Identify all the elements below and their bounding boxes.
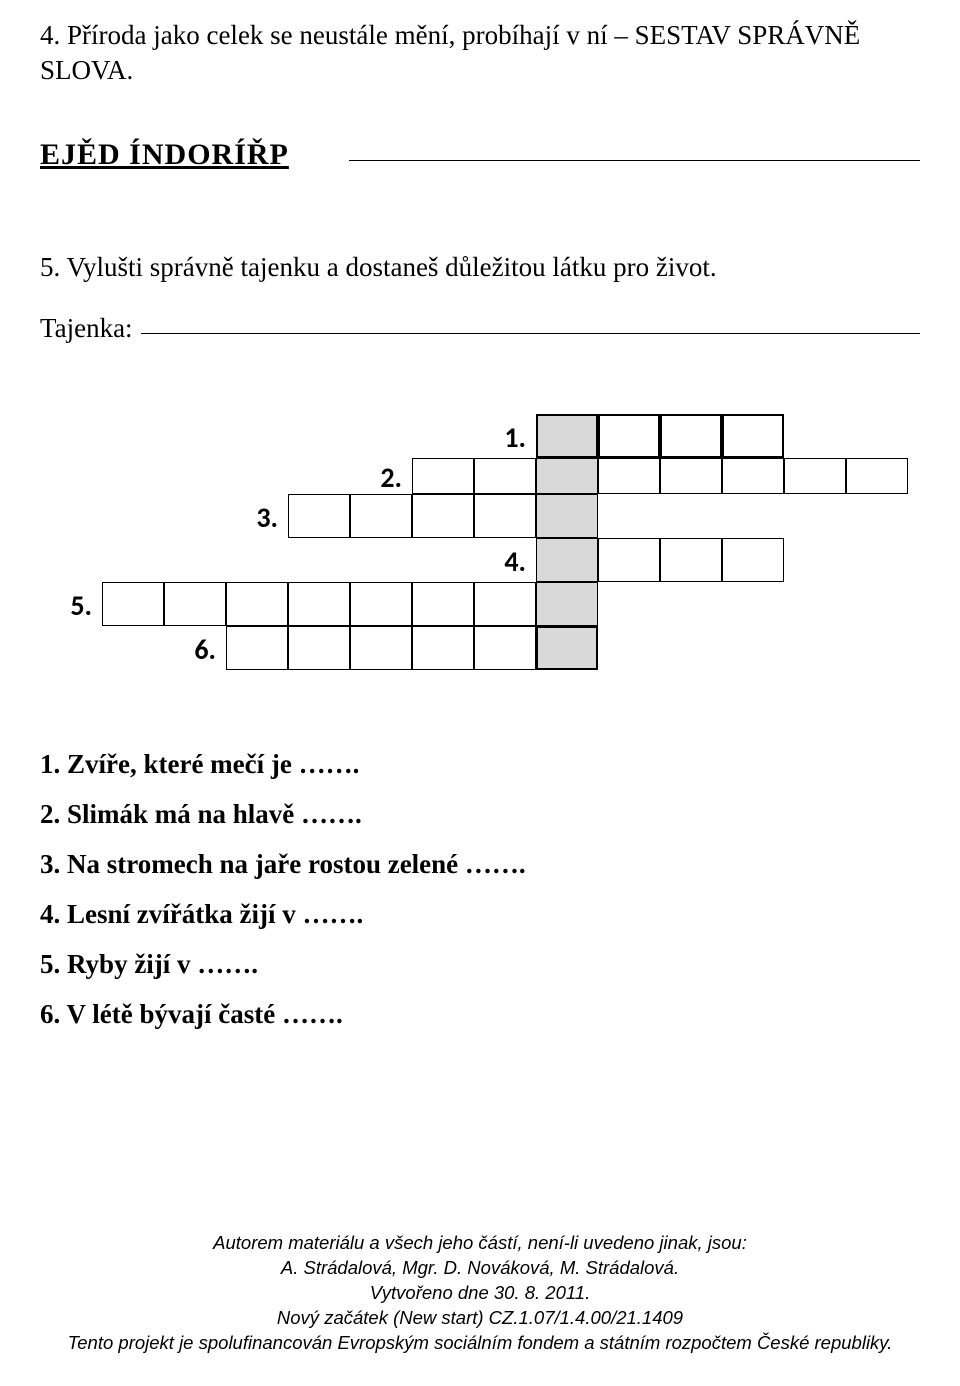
scrambled-words: EJĚD ÍNDORÍŘP	[40, 138, 289, 172]
crossword-cell[interactable]	[412, 458, 474, 494]
crossword-cell[interactable]	[226, 626, 288, 670]
crossword-cell[interactable]	[660, 538, 722, 582]
row-number: 6.	[176, 632, 216, 667]
crossword-cell[interactable]	[536, 458, 598, 494]
crossword-cell[interactable]	[722, 414, 784, 458]
crossword-cell[interactable]	[536, 582, 598, 626]
worksheet-page: 4. Příroda jako celek se neustále mění, …	[0, 0, 960, 1386]
crossword-cell[interactable]	[598, 458, 660, 494]
footer-line: A. Strádalová, Mgr. D. Nováková, M. Strá…	[0, 1256, 960, 1281]
clue-list: 1. Zvíře, které mečí je …….2. Slimák má …	[40, 740, 920, 1040]
crossword-cell[interactable]	[288, 494, 350, 538]
crossword-cell[interactable]	[288, 626, 350, 670]
crossword-cell[interactable]	[536, 494, 598, 538]
clue: 1. Zvíře, které mečí je …….	[40, 740, 920, 790]
footer-line: Tento projekt je spolufinancován Evropsk…	[0, 1331, 960, 1356]
footer-line: Vytvořeno dne 30. 8. 2011.	[0, 1281, 960, 1306]
clue: 2. Slimák má na hlavě …….	[40, 790, 920, 840]
crossword-cell[interactable]	[660, 458, 722, 494]
footer-line: Autorem materiálu a všech jeho částí, ne…	[0, 1231, 960, 1256]
crossword-grid[interactable]: 1. 2. 3. 4. 5. 6.	[40, 414, 920, 670]
crossword-cell[interactable]	[288, 582, 350, 626]
row-number: 4.	[486, 544, 526, 579]
crossword-cell[interactable]	[474, 458, 536, 494]
row-number: 3.	[238, 500, 278, 535]
clue: 3. Na stromech na jaře rostou zelené …….	[40, 840, 920, 890]
crossword-cell[interactable]	[226, 582, 288, 626]
tajenka-blank[interactable]	[141, 333, 920, 334]
crossword-cell[interactable]	[536, 538, 598, 582]
footer-line: Nový začátek (New start) CZ.1.07/1.4.00/…	[0, 1306, 960, 1331]
crossword-cell[interactable]	[474, 494, 536, 538]
clue: 4. Lesní zvířátka žijí v …….	[40, 890, 920, 940]
crossword-cell[interactable]	[412, 582, 474, 626]
question-4: 4. Příroda jako celek se neustále mění, …	[40, 18, 920, 88]
crossword-cell[interactable]	[102, 582, 164, 626]
crossword-cell[interactable]	[350, 494, 412, 538]
crossword-cell[interactable]	[412, 494, 474, 538]
question-5: 5. Vylušti správně tajenku a dostaneš dů…	[40, 252, 920, 283]
clue: 6. V létě bývají časté …….	[40, 990, 920, 1040]
crossword-cell[interactable]	[660, 414, 722, 458]
crossword-cell[interactable]	[350, 626, 412, 670]
crossword-cell[interactable]	[474, 582, 536, 626]
scramble-row: EJĚD ÍNDORÍŘP	[40, 138, 920, 172]
crossword-cell[interactable]	[722, 458, 784, 494]
crossword-cell[interactable]	[598, 538, 660, 582]
crossword-cell[interactable]	[536, 414, 598, 458]
crossword-cell[interactable]	[598, 414, 660, 458]
crossword-cell[interactable]	[722, 538, 784, 582]
footer-credits: Autorem materiálu a všech jeho částí, ne…	[0, 1231, 960, 1356]
crossword-cell[interactable]	[846, 458, 908, 494]
row-number: 1.	[486, 420, 526, 455]
crossword-cell[interactable]	[412, 626, 474, 670]
crossword-cell[interactable]	[536, 626, 598, 670]
tajenka-row: Tajenka:	[40, 313, 920, 344]
tajenka-label: Tajenka:	[40, 313, 133, 344]
row-number: 2.	[362, 460, 402, 495]
crossword-cell[interactable]	[350, 582, 412, 626]
crossword-cell[interactable]	[784, 458, 846, 494]
answer-blank-4[interactable]	[349, 160, 920, 161]
crossword-cell[interactable]	[164, 582, 226, 626]
row-number: 5.	[52, 588, 92, 623]
clue: 5. Ryby žijí v …….	[40, 940, 920, 990]
crossword-cell[interactable]	[474, 626, 536, 670]
